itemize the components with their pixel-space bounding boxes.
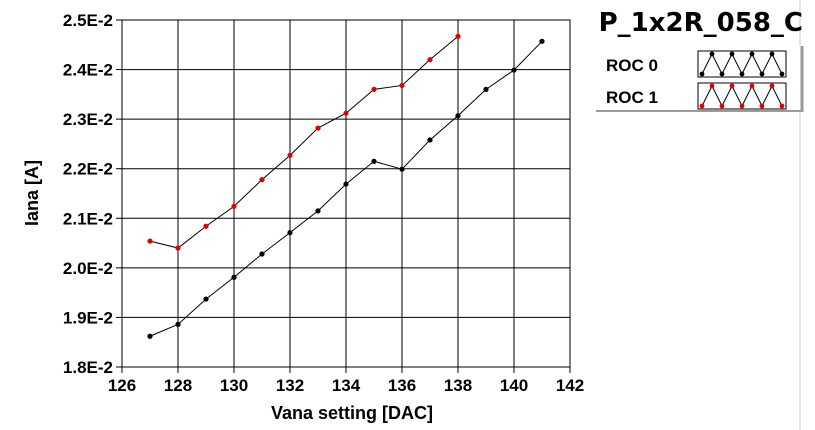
data-point [483,86,489,92]
legend-marker [709,83,715,89]
legend-marker [719,103,725,109]
legend-pattern-roc0 [699,51,785,77]
data-point [259,251,265,257]
legend-marker [719,71,725,77]
x-tick-label: 140 [500,376,528,395]
data-point [371,86,377,92]
data-point [427,137,433,143]
data-point [175,245,181,251]
series-roc-0 [147,38,545,339]
x-tick-label: 130 [220,376,248,395]
data-point [203,296,209,302]
y-tick-label: 1.9E-2 [63,308,113,327]
legend-marker [739,71,745,77]
legend-marker [759,71,765,77]
y-tick-label: 1.8E-2 [63,358,113,377]
data-point [315,208,321,214]
legend-marker [779,103,785,109]
x-tick-label: 138 [444,376,472,395]
x-tick-label: 134 [332,376,361,395]
series-line [149,35,459,249]
x-tick-label: 136 [388,376,416,395]
legend-label-roc1: ROC 1 [606,88,658,107]
legend-pattern-roc1 [699,83,785,109]
y-tick-label: 2.5E-2 [63,11,113,30]
y-tick-label: 2.0E-2 [63,259,113,278]
series-layer [147,33,545,339]
legend-marker [729,83,735,89]
data-point [399,82,405,89]
data-point [343,181,349,187]
data-point [259,177,265,183]
data-point [287,230,293,236]
legend-marker [759,103,765,109]
legend-marker [739,103,745,109]
data-point [315,125,321,131]
y-tick-label: 2.3E-2 [63,110,113,129]
data-point [147,238,153,244]
x-axis-title: Vana setting [DAC] [271,403,433,423]
data-point [399,166,405,172]
legend-marker [709,51,715,57]
data-point [231,203,237,209]
legend-marker [699,71,705,77]
axis-ticks: 126 128 130 132 134 136 138 140 142 1.8E-2 1.9E-2 2… [63,11,584,395]
data-point [203,223,209,229]
series-roc-1 [147,33,461,251]
x-tick-label: 128 [164,376,192,395]
data-point [427,57,433,63]
x-tick-label: 126 [108,376,136,395]
chart-title: P_1x2R_058_C [599,8,803,38]
data-point [539,38,545,44]
legend-label-roc0: ROC 0 [606,56,658,75]
data-point [455,33,461,39]
data-point [511,67,517,73]
legend-marker [779,71,785,77]
y-tick-label: 2.4E-2 [63,61,113,80]
y-tick-label: 2.1E-2 [63,209,113,228]
legend: ROC 0 ROC 1 [596,46,804,112]
y-tick-label: 2.2E-2 [63,160,113,179]
legend-marker [749,83,755,89]
data-point [175,321,181,327]
data-point [455,113,461,119]
data-point [147,333,153,339]
legend-marker [769,51,775,57]
data-point [343,110,349,116]
legend-marker [699,103,705,109]
y-axis-title: Iana [A] [22,160,42,226]
data-point [287,152,293,158]
legend-marker [769,83,775,89]
x-tick-label: 142 [556,376,584,395]
legend-marker [749,51,755,57]
x-tick-label: 132 [276,376,304,395]
legend-marker [729,51,735,57]
data-point [231,274,237,280]
data-point [371,158,377,164]
